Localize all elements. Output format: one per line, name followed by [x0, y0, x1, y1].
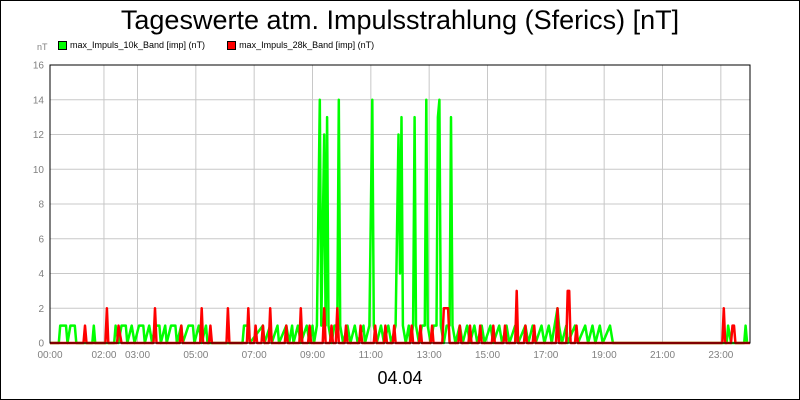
y-tick-label: 8 — [38, 200, 44, 211]
x-tick-label: 00:00 — [37, 350, 62, 361]
y-tick-label: 10 — [33, 165, 45, 176]
legend-label-28k: max_Impuls_28k_Band [imp] (nT) — [239, 40, 375, 50]
x-axis-date-label: 04.04 — [377, 368, 423, 388]
y-axis-unit: nT — [37, 42, 48, 52]
x-tick-label: 19:00 — [592, 350, 617, 361]
x-tick-label: 21:00 — [650, 350, 675, 361]
x-tick-label: 03:00 — [125, 350, 150, 361]
series-line-10k — [50, 98, 749, 345]
series-line-28k — [50, 289, 750, 345]
x-tick-label: 15:00 — [475, 350, 500, 361]
x-tick-label: 17:00 — [533, 350, 558, 361]
plot-border — [49, 64, 751, 344]
legend: max_Impuls_10k_Band [imp] (nT) max_Impul… — [58, 40, 396, 50]
x-tick-label: 02:00 — [91, 350, 116, 361]
y-tick-label: 4 — [38, 269, 44, 280]
legend-item-10k: max_Impuls_10k_Band [imp] (nT) — [58, 40, 205, 50]
y-tick-label: 2 — [38, 304, 44, 315]
legend-swatch-10k — [58, 40, 67, 50]
x-tick-label: 09:00 — [300, 350, 325, 361]
x-tick-label: 11:00 — [359, 350, 384, 361]
chart-title: Tageswerte atm. Impulsstrahlung (Sferics… — [120, 5, 680, 35]
y-tick-label: 12 — [33, 130, 45, 141]
legend-swatch-28k — [227, 40, 237, 50]
x-tick-label: 07:00 — [242, 350, 267, 361]
y-tick-label: 6 — [38, 234, 44, 245]
x-tick-label: 13:00 — [417, 350, 442, 361]
legend-label-10k: max_Impuls_10k_Band [imp] (nT) — [70, 40, 206, 50]
x-tick-label: 05:00 — [183, 350, 208, 361]
y-tick-label: 0 — [38, 339, 44, 350]
y-tick-label: 16 — [33, 61, 45, 72]
y-tick-label: 14 — [33, 95, 45, 106]
legend-item-28k: max_Impuls_28k_Band [imp] (nT) — [227, 40, 374, 50]
x-tick-label: 23:00 — [708, 350, 733, 361]
